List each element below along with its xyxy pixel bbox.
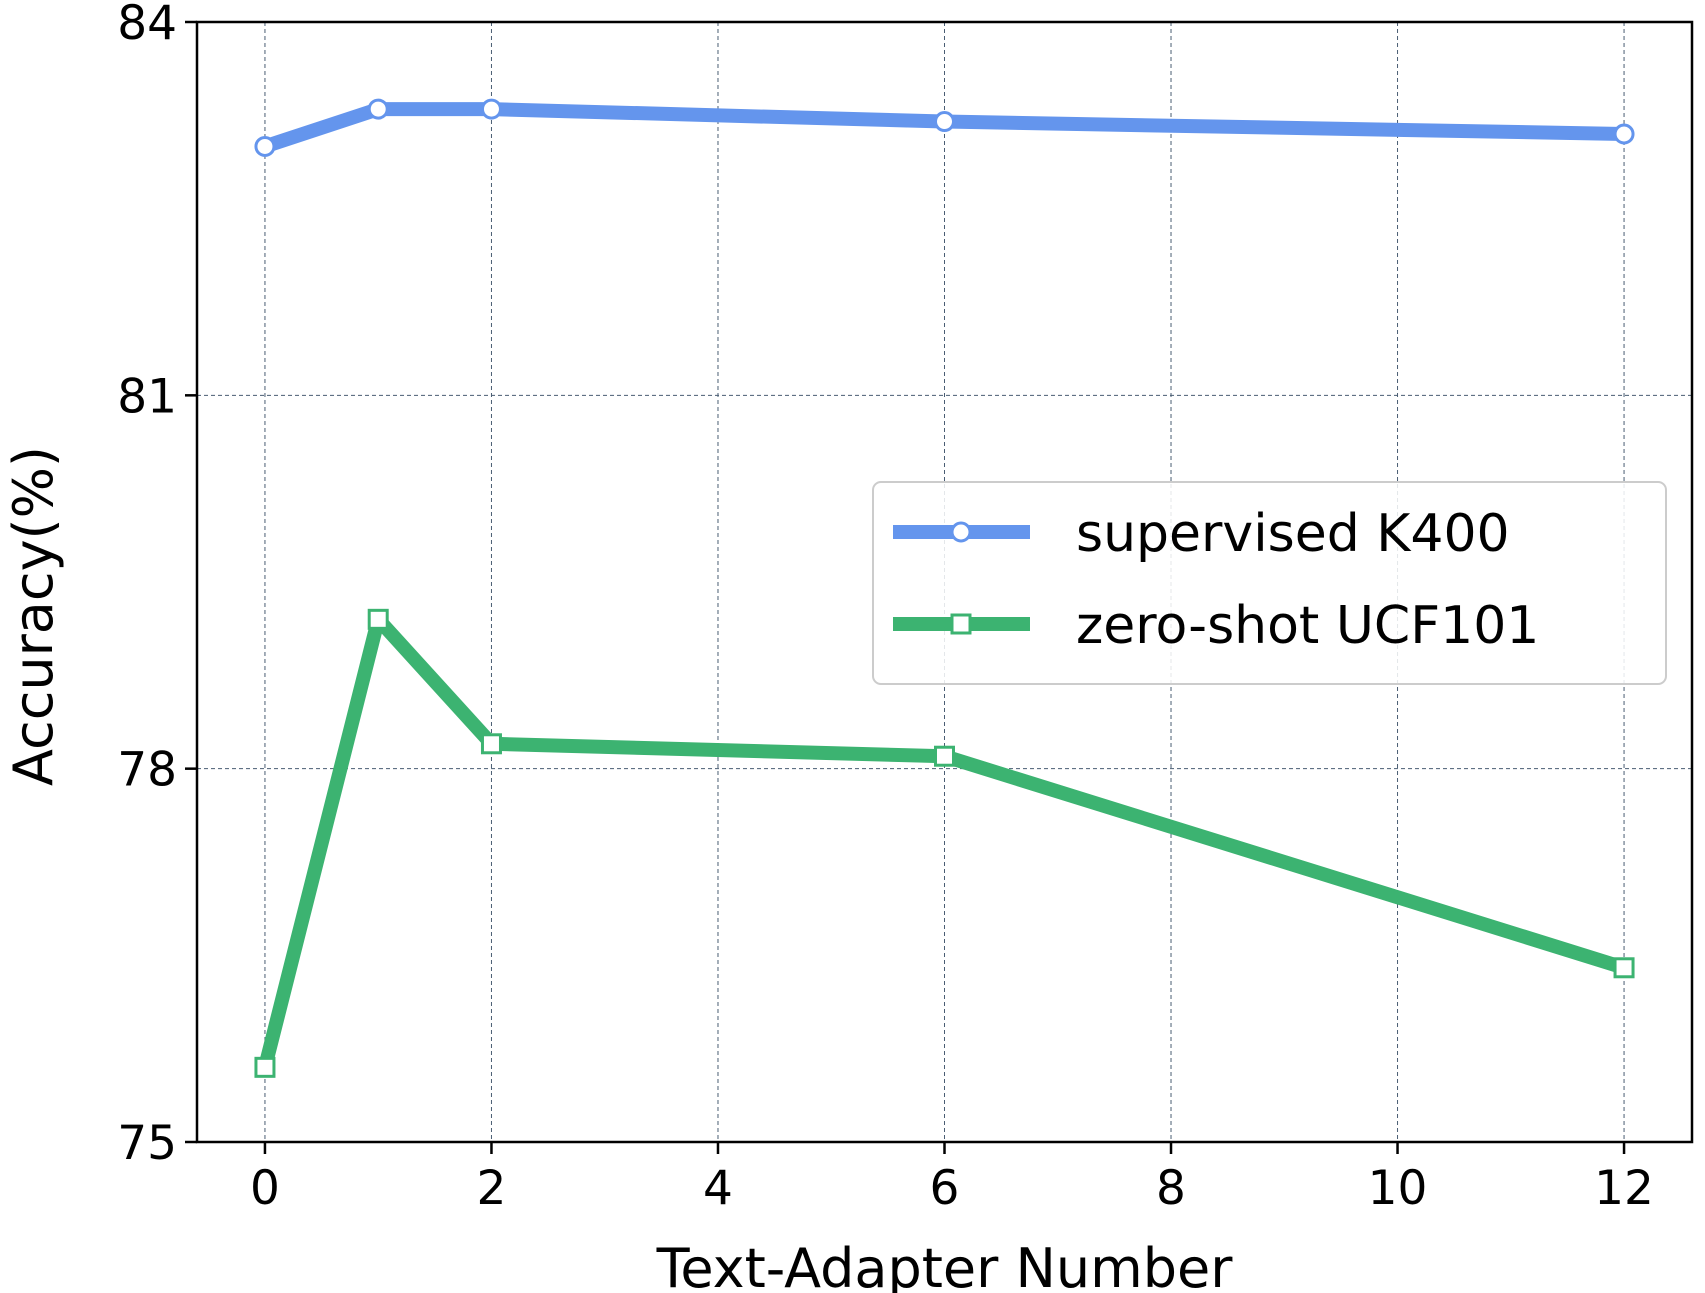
y-tick-label: 78 — [117, 743, 177, 798]
data-point — [367, 608, 389, 630]
data-point — [934, 111, 955, 133]
data-point — [367, 98, 389, 120]
x-tick-label: 2 — [477, 1161, 507, 1216]
data-point — [480, 98, 502, 120]
data-point — [1613, 957, 1635, 979]
data-point — [480, 733, 502, 755]
series-lines — [254, 98, 1635, 1078]
x-tick-label: 0 — [250, 1161, 280, 1216]
y-tick-label: 84 — [117, 0, 177, 51]
x-tick-label: 6 — [930, 1161, 960, 1216]
data-point — [934, 745, 955, 767]
legend-label: supervised K400 — [1076, 504, 1510, 564]
legend-marker — [950, 613, 972, 635]
data-point — [1613, 123, 1635, 145]
y-axis-label: Accuracy(%) — [2, 446, 65, 786]
legend-box — [872, 481, 1667, 685]
data-point — [254, 135, 276, 157]
x-axis-label: Text-Adapter Number — [656, 1237, 1234, 1293]
legend-marker — [950, 521, 972, 543]
x-tick-label: 10 — [1368, 1161, 1428, 1216]
legend: supervised K400 zero-shot UCF101 — [872, 481, 1667, 685]
y-tick-label: 81 — [117, 369, 177, 424]
x-tick-label: 8 — [1156, 1161, 1186, 1216]
tick-labels: 0 2 4 6 8 10 12 75 78 81 84 — [117, 0, 1654, 1216]
axes — [185, 20, 1694, 1154]
x-tick-label: 4 — [703, 1161, 733, 1216]
data-point — [254, 1056, 276, 1078]
x-tick-label: 12 — [1594, 1161, 1654, 1216]
legend-label: zero-shot UCF101 — [1076, 596, 1539, 656]
y-tick-label: 75 — [117, 1116, 177, 1171]
